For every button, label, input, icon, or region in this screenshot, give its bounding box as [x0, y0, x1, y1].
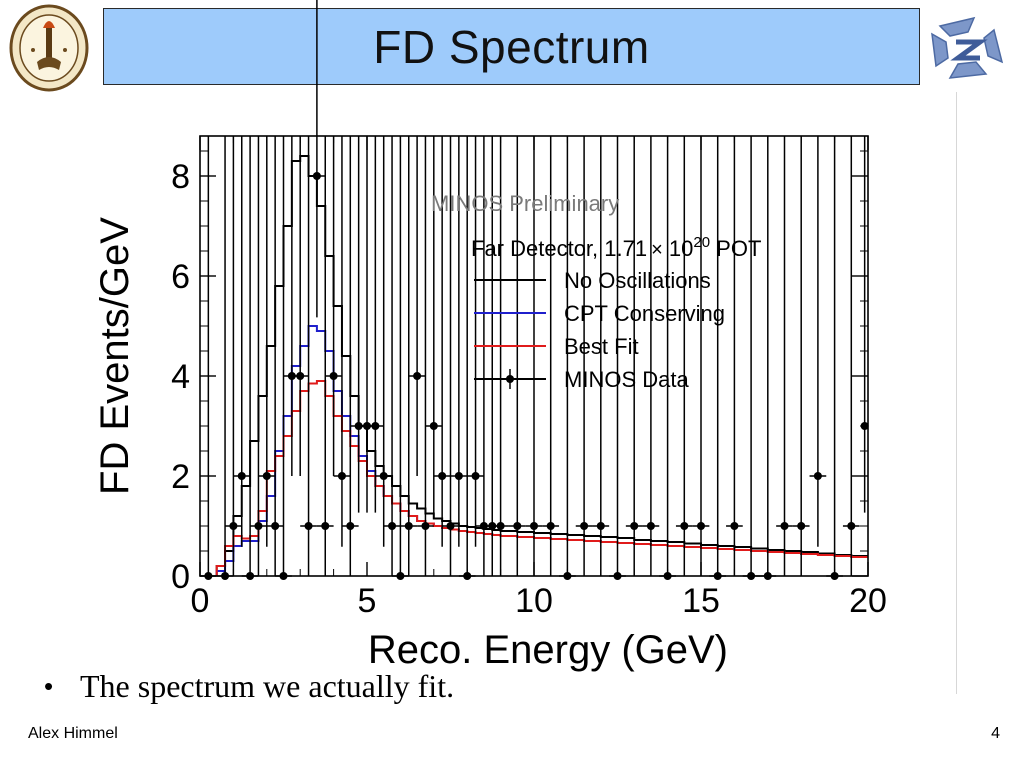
- x-tick-label: 10: [515, 582, 553, 620]
- minos-data-points: [200, 0, 869, 580]
- x-tick-label: 5: [358, 582, 377, 620]
- data-point: [312, 172, 321, 180]
- x-tick-label: 20: [849, 582, 887, 620]
- y-tick-label: 0: [171, 558, 190, 596]
- legend-title-times: ×: [651, 239, 663, 261]
- data-point: [337, 472, 346, 480]
- data-point: [371, 422, 380, 430]
- legend-title-suffix: POT: [710, 236, 761, 261]
- data-point: [797, 522, 806, 530]
- best-fit-histogram: [215, 380, 868, 576]
- data-point: [296, 372, 305, 380]
- data-point: [780, 522, 789, 530]
- minos-logo-icon: [931, 16, 1004, 79]
- legend-title-prefix: Far Detector, 1.71: [471, 236, 647, 261]
- data-point: [630, 522, 639, 530]
- legend-label-best-fit: Best Fit: [564, 334, 639, 359]
- data-point: [438, 472, 447, 480]
- no-oscillations-histogram: [215, 155, 868, 576]
- legend-title-exp: 20: [693, 234, 710, 251]
- data-point: [329, 372, 338, 380]
- caltech-seal-icon: [9, 4, 89, 92]
- data-point: [379, 472, 388, 480]
- x-tick-label: 0: [191, 582, 210, 620]
- legend: No Oscillations CPT Conserving Best Fit MIN…: [474, 268, 725, 392]
- x-tick-label: 15: [682, 582, 720, 620]
- y-tick-label: 6: [171, 258, 190, 296]
- fd-spectrum-chart: 0 5 10 15 20 0 2 4 6 8 MINOS Preliminary Far Dete…: [93, 0, 887, 672]
- data-point: [646, 522, 655, 530]
- footer-author: Alex Himmel: [28, 725, 118, 742]
- data-point: [254, 522, 263, 530]
- legend-label-minos-data: MINOS Data: [564, 367, 689, 392]
- data-point: [429, 422, 438, 430]
- data-point: [730, 522, 739, 530]
- bullet-item: • The spectrum we actually fit.: [44, 664, 454, 708]
- data-point: [446, 522, 455, 530]
- plot-area: [200, 0, 869, 580]
- x-axis-label: Reco. Energy (GeV): [368, 628, 728, 672]
- data-point: [496, 522, 505, 530]
- data-point: [596, 522, 605, 530]
- data-point: [404, 522, 413, 530]
- data-point: [304, 522, 313, 530]
- data-point: [680, 522, 689, 530]
- y-tick-label: 4: [171, 358, 190, 396]
- data-point: [346, 522, 355, 530]
- data-point: [513, 522, 522, 530]
- data-point: [813, 472, 822, 480]
- data-point: [546, 522, 555, 530]
- data-point: [421, 522, 430, 530]
- y-axis-label: FD Events/GeV: [93, 217, 137, 495]
- data-point: [271, 522, 280, 530]
- data-point: [262, 472, 271, 480]
- legend-label-no-oscillations: No Oscillations: [564, 268, 711, 293]
- data-point: [454, 472, 463, 480]
- y-tick-label: 8: [171, 158, 190, 196]
- title-bar: FD Spectrum: [103, 8, 920, 85]
- y-tick-label: 2: [171, 458, 190, 496]
- bullet-marker: •: [44, 670, 54, 701]
- axes-ticks: 0 5 10 15 20 0 2 4 6 8: [171, 136, 887, 620]
- data-point: [229, 522, 238, 530]
- data-point: [580, 522, 589, 530]
- data-point: [530, 522, 538, 530]
- data-point: [388, 522, 397, 530]
- right-divider: [956, 92, 957, 694]
- data-point: [847, 522, 856, 530]
- data-point: [237, 472, 246, 480]
- data-point: [321, 522, 330, 530]
- slide-title: FD Spectrum: [373, 20, 650, 73]
- preliminary-annotation: MINOS Preliminary: [431, 191, 619, 216]
- page-number: 4: [991, 725, 1000, 742]
- legend-title-base: 10: [663, 236, 694, 261]
- bullet-text: The spectrum we actually fit.: [80, 667, 455, 704]
- legend-title: Far Detector, 1.71 × 1020 POT: [471, 234, 761, 261]
- data-point: [471, 472, 480, 480]
- data-point: [697, 522, 705, 530]
- data-point: [413, 372, 422, 380]
- legend-marker-point: [506, 375, 514, 383]
- legend-label-cpt-conserving: CPT Conserving: [564, 301, 725, 326]
